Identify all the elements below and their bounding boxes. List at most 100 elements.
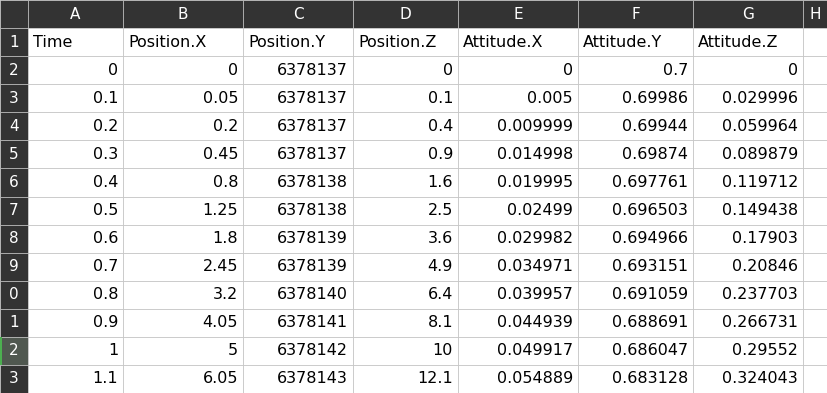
Text: 0.149438: 0.149438 xyxy=(721,203,797,218)
Text: 0.694966: 0.694966 xyxy=(611,231,687,246)
Bar xyxy=(457,84,577,112)
Text: 0.029982: 0.029982 xyxy=(496,231,572,246)
Text: 0.9: 0.9 xyxy=(93,315,118,331)
Text: 10: 10 xyxy=(433,343,452,358)
Bar xyxy=(577,112,692,140)
Text: 4.9: 4.9 xyxy=(427,259,452,274)
Bar xyxy=(802,281,827,309)
Text: 0: 0 xyxy=(562,62,572,78)
Text: 6378137: 6378137 xyxy=(277,119,347,134)
Text: 0.4: 0.4 xyxy=(427,119,452,134)
Text: 0.6: 0.6 xyxy=(93,231,118,246)
Text: Position.Y: Position.Y xyxy=(247,35,325,50)
Bar xyxy=(577,365,692,393)
Bar xyxy=(28,196,123,224)
Bar xyxy=(802,84,827,112)
Bar xyxy=(692,28,802,56)
Bar xyxy=(28,28,123,56)
Bar xyxy=(352,112,457,140)
Text: 0.2: 0.2 xyxy=(93,119,118,134)
Bar xyxy=(242,112,352,140)
Text: 0.2: 0.2 xyxy=(213,119,237,134)
Bar xyxy=(352,365,457,393)
Text: Time: Time xyxy=(33,35,72,50)
Bar xyxy=(457,281,577,309)
Bar xyxy=(242,84,352,112)
Text: 0.45: 0.45 xyxy=(203,147,237,162)
Text: 6378141: 6378141 xyxy=(276,315,347,331)
Bar xyxy=(692,0,802,28)
Bar xyxy=(123,281,242,309)
Bar xyxy=(577,28,692,56)
Bar xyxy=(692,224,802,253)
Bar xyxy=(352,169,457,196)
Bar xyxy=(0,112,28,140)
Text: 0.1: 0.1 xyxy=(427,91,452,106)
Text: 6378137: 6378137 xyxy=(277,91,347,106)
Bar xyxy=(0,28,28,56)
Text: 6378139: 6378139 xyxy=(277,231,347,246)
Text: 0.8: 0.8 xyxy=(93,287,118,302)
Bar xyxy=(457,169,577,196)
Text: 0.029996: 0.029996 xyxy=(721,91,797,106)
Bar xyxy=(457,224,577,253)
Text: 0.039957: 0.039957 xyxy=(496,287,572,302)
Text: 0: 0 xyxy=(9,287,19,302)
Bar xyxy=(123,112,242,140)
Bar xyxy=(123,309,242,337)
Text: 6378139: 6378139 xyxy=(277,259,347,274)
Bar xyxy=(0,281,28,309)
Text: 12.1: 12.1 xyxy=(417,371,452,386)
Text: 6378138: 6378138 xyxy=(277,175,347,190)
Text: C: C xyxy=(292,7,303,22)
Text: 0.5: 0.5 xyxy=(93,203,118,218)
Bar xyxy=(457,112,577,140)
Text: 0.69986: 0.69986 xyxy=(621,91,687,106)
Text: 0.019995: 0.019995 xyxy=(496,175,572,190)
Text: 8.1: 8.1 xyxy=(427,315,452,331)
Bar xyxy=(242,169,352,196)
Text: 0.089879: 0.089879 xyxy=(721,147,797,162)
Bar xyxy=(457,253,577,281)
Text: 0.1: 0.1 xyxy=(93,91,118,106)
Bar xyxy=(28,56,123,84)
Text: 1.8: 1.8 xyxy=(213,231,237,246)
Bar xyxy=(242,309,352,337)
Bar xyxy=(577,309,692,337)
Bar xyxy=(352,281,457,309)
Text: 1: 1 xyxy=(108,343,118,358)
Text: 7: 7 xyxy=(9,203,19,218)
Text: 6378143: 6378143 xyxy=(277,371,347,386)
Bar xyxy=(692,56,802,84)
Bar xyxy=(0,337,28,365)
Text: 1: 1 xyxy=(9,35,19,50)
Text: 5: 5 xyxy=(9,147,19,162)
Bar xyxy=(352,28,457,56)
Bar xyxy=(692,84,802,112)
Bar xyxy=(242,224,352,253)
Bar xyxy=(123,196,242,224)
Text: 6: 6 xyxy=(9,175,19,190)
Bar xyxy=(692,281,802,309)
Bar xyxy=(123,365,242,393)
Bar xyxy=(577,56,692,84)
Text: 6378138: 6378138 xyxy=(277,203,347,218)
Text: 0.8: 0.8 xyxy=(213,175,237,190)
Bar xyxy=(457,56,577,84)
Bar xyxy=(0,253,28,281)
Bar xyxy=(28,112,123,140)
Bar xyxy=(242,337,352,365)
Text: Attitude.Y: Attitude.Y xyxy=(582,35,662,50)
Bar xyxy=(242,56,352,84)
Bar xyxy=(242,196,352,224)
Bar xyxy=(242,365,352,393)
Bar xyxy=(352,56,457,84)
Bar xyxy=(123,28,242,56)
Text: 0.20846: 0.20846 xyxy=(731,259,797,274)
Text: 1.1: 1.1 xyxy=(93,371,118,386)
Bar xyxy=(123,84,242,112)
Text: 0: 0 xyxy=(108,62,118,78)
Text: 0.009999: 0.009999 xyxy=(496,119,572,134)
Bar xyxy=(577,281,692,309)
Text: 0.034971: 0.034971 xyxy=(496,259,572,274)
